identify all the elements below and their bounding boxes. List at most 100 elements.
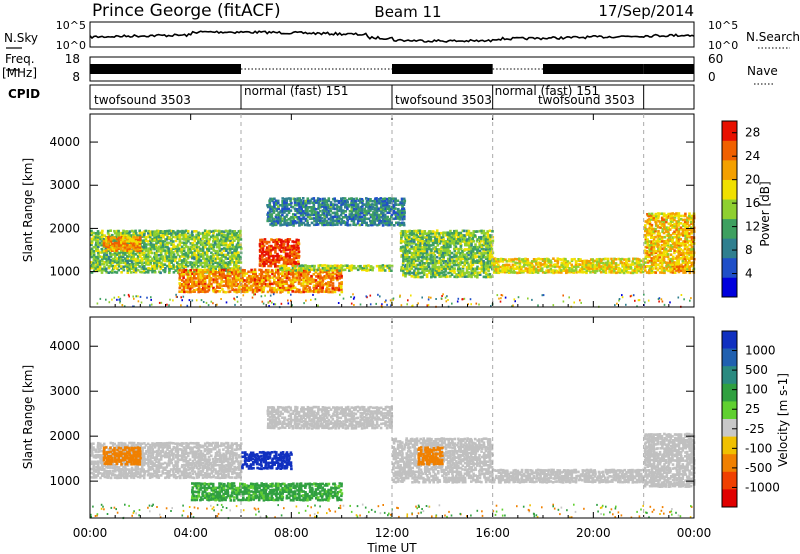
power-cell-0 — [180, 248, 183, 251]
power-cell-8 — [666, 238, 670, 241]
power-cell-6 — [417, 271, 420, 275]
power-cell-6 — [471, 234, 475, 237]
power-cell-0 — [107, 249, 111, 252]
power-cell-1 — [123, 242, 127, 245]
power-cell-0 — [214, 229, 217, 233]
power-cell-2 — [310, 276, 313, 279]
power-cell-4 — [381, 268, 385, 272]
power-cell-0 — [182, 267, 185, 270]
power-cell-0 — [128, 268, 131, 272]
power-cell-7 — [564, 263, 567, 267]
power-cell-0 — [212, 231, 215, 235]
power-cell-3 — [284, 248, 288, 252]
freq-block-end — [643, 64, 694, 74]
power-cell-6 — [399, 246, 403, 249]
power-cell-5 — [291, 205, 295, 209]
power-cell-1 — [103, 249, 106, 253]
power-cell-0 — [167, 249, 171, 253]
power-cell-6 — [459, 231, 463, 235]
power-cell-6 — [470, 240, 473, 243]
power-cell-1 — [109, 240, 113, 243]
power-cell-6 — [489, 259, 492, 263]
power-cell-8 — [673, 257, 677, 260]
power-cell-8 — [669, 265, 673, 269]
power-cell-8 — [675, 255, 679, 258]
power-cell-6 — [463, 248, 467, 251]
power-cell-0 — [105, 251, 109, 254]
power-cell-5 — [300, 209, 303, 213]
power-cell-6 — [457, 235, 460, 238]
power-cell-6 — [487, 235, 490, 239]
power-cell-3 — [265, 257, 268, 260]
power-cell-0 — [222, 247, 226, 250]
power-cell-7 — [602, 267, 605, 270]
power-cell-6 — [434, 269, 437, 272]
power-cell-6 — [484, 242, 488, 245]
power-cell-2 — [310, 290, 314, 293]
power-cell-2 — [241, 274, 244, 277]
power-cell-7 — [566, 269, 569, 272]
power-cell-0 — [164, 251, 167, 255]
power-cell-2 — [304, 284, 308, 288]
power-cell-7 — [516, 261, 519, 265]
power-cell-6 — [458, 261, 462, 265]
power-cell-6 — [478, 261, 482, 265]
power-cell-6 — [434, 233, 437, 237]
power-cell-7 — [589, 263, 592, 267]
power-cell-8 — [669, 238, 672, 241]
power-cell-6 — [465, 269, 469, 273]
power-cell-6 — [399, 249, 403, 252]
power-cell-8 — [661, 235, 664, 239]
power-cell-3 — [293, 254, 296, 258]
power-cell-2 — [271, 276, 274, 279]
power-cell-2 — [329, 275, 333, 278]
power-cell-4 — [352, 264, 356, 268]
power-cell-6 — [478, 259, 481, 263]
power-cell-7 — [610, 269, 613, 272]
power-cell-5 — [327, 197, 331, 200]
power-cell-6 — [437, 248, 441, 251]
power-cell-0 — [176, 249, 179, 253]
power-cell-0 — [98, 267, 102, 270]
power-cell-0 — [191, 233, 194, 237]
power-cell-0 — [195, 247, 199, 251]
power-cell-0 — [165, 241, 169, 244]
power-cell-1 — [102, 241, 106, 245]
power-cell-6 — [404, 237, 408, 240]
nsearch-tick-bottom: 10^0 — [708, 39, 738, 52]
power-cell-6 — [450, 232, 454, 235]
power-cell-8 — [671, 269, 675, 272]
power-cell-7 — [604, 263, 608, 266]
power-cell-4 — [335, 266, 339, 270]
power-cell-0 — [195, 242, 199, 245]
power-cell-5 — [333, 197, 336, 200]
power-cell-0 — [153, 269, 156, 272]
power-cell-8 — [656, 224, 660, 228]
power-cell-0 — [114, 231, 117, 235]
power-cell-6 — [419, 275, 423, 279]
power-cell-2 — [285, 288, 288, 292]
power-cell-0 — [218, 267, 221, 270]
power-cell-5 — [295, 203, 299, 207]
power-cell-6 — [425, 259, 429, 263]
power-cell-2 — [243, 274, 246, 277]
power-cell-0 — [178, 259, 181, 262]
power-cell-5 — [300, 201, 303, 204]
power-cell-0 — [181, 229, 184, 233]
power-cell-0 — [220, 231, 224, 235]
power-cell-6 — [427, 263, 430, 266]
power-cell-6 — [448, 253, 451, 257]
power-cell-2 — [281, 281, 284, 284]
power-cell-5 — [314, 219, 318, 223]
power-cell-2 — [327, 284, 331, 288]
power-cell-3 — [261, 254, 264, 258]
power-cell-6 — [488, 243, 492, 247]
freq-label-2: [MHz] — [2, 66, 37, 80]
power-cell-6 — [401, 245, 405, 248]
power-cell-5 — [329, 209, 333, 213]
power-cell-0 — [124, 262, 128, 266]
power-cell-4 — [304, 264, 307, 267]
power-cell-1 — [132, 235, 136, 239]
power-cell-5 — [383, 219, 387, 223]
power-cell-7 — [518, 271, 522, 274]
